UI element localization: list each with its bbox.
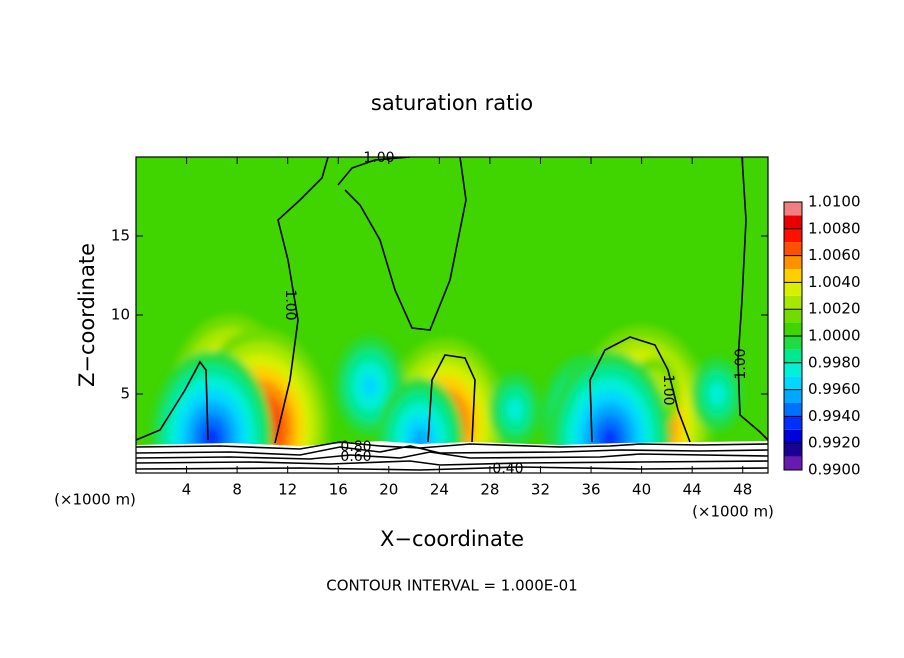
- ground: [136, 157, 768, 473]
- contour-line: [136, 441, 768, 450]
- colorbar-label: 0.9900: [808, 461, 861, 479]
- colorbar-label: 0.9960: [808, 380, 861, 398]
- field-level: [361, 374, 378, 398]
- colorbar-label: 1.0080: [808, 219, 861, 237]
- x-tick-label: 28: [480, 481, 499, 499]
- x-tick-label: 20: [379, 481, 398, 499]
- field-feature: [489, 373, 541, 447]
- x-axis-label: X−coordinate: [380, 527, 524, 551]
- field-level: [507, 398, 524, 422]
- contour-label: 1.00: [363, 150, 394, 166]
- x-tick-label: 36: [581, 481, 600, 499]
- colorbar-label: 1.0100: [808, 193, 861, 211]
- colorbar-swatch: [784, 416, 802, 430]
- colorbar-label: 1.0020: [808, 300, 861, 318]
- colorbar-label: 0.9980: [808, 353, 861, 371]
- field-feature: [549, 352, 671, 473]
- contour-line: [136, 451, 768, 460]
- x-unit-label: (×1000 m): [692, 503, 774, 521]
- contour-label: 0.60: [340, 449, 371, 465]
- colorbar-swatch: [784, 456, 802, 470]
- contour-label: 1.00: [733, 348, 749, 379]
- x-tick-label: 16: [329, 481, 348, 499]
- colorbar-swatch: [784, 202, 802, 216]
- colorbar-label: 1.0060: [808, 246, 861, 264]
- y-axis-label: Z−coordinate: [75, 243, 99, 387]
- contour-line: [737, 157, 768, 441]
- contour-line: [274, 157, 329, 444]
- x-tick-label: 44: [683, 481, 702, 499]
- colorbar-swatch: [784, 336, 802, 350]
- y-tick-label: 5: [120, 385, 130, 403]
- colorbar-swatch: [784, 309, 802, 323]
- field-feature: [151, 350, 273, 473]
- contour-line: [589, 336, 691, 443]
- x-unit-label: (×1000 m): [54, 491, 136, 509]
- contour-interval: CONTOUR INTERVAL = 1.000E-01: [326, 577, 577, 595]
- contour-line: [337, 157, 467, 331]
- contour-label: 0.40: [492, 461, 523, 477]
- colorbar-label: 1.0040: [808, 273, 861, 291]
- colorbar-swatch: [784, 429, 802, 444]
- contour-line: [136, 445, 768, 456]
- colorbar-swatch: [784, 282, 802, 296]
- colorbar-swatch: [784, 362, 802, 377]
- colorbar-swatch: [784, 403, 802, 417]
- colorbar-swatch: [784, 376, 802, 390]
- colorbar-swatch: [784, 349, 802, 363]
- y-tick-label: 10: [111, 306, 130, 324]
- colorbar-swatch: [784, 242, 802, 256]
- contour-label: 0.80: [340, 439, 371, 455]
- x-tick-label: 12: [278, 481, 297, 499]
- colorbar-label: 1.0000: [808, 327, 861, 345]
- x-tick-label: 24: [430, 481, 449, 499]
- contour-line: [136, 460, 768, 466]
- colorbar-swatch: [784, 255, 802, 269]
- contour-line: [136, 360, 209, 441]
- field-level: [709, 382, 726, 406]
- colorbar-swatch: [784, 389, 802, 403]
- x-tick-label: 48: [733, 481, 752, 499]
- colorbar-swatch: [784, 443, 802, 457]
- contour-line: [427, 354, 476, 443]
- contour-line: [136, 466, 768, 471]
- x-tick-label: 4: [182, 481, 192, 499]
- colorbar-label: 0.9920: [808, 434, 861, 452]
- colorbar-swatch: [784, 215, 802, 229]
- x-tick-label: 8: [232, 481, 242, 499]
- colorbar-swatch: [784, 228, 802, 243]
- colorbar-swatch: [784, 322, 802, 336]
- field-feature: [691, 357, 744, 431]
- contour-label: 1.00: [282, 289, 298, 320]
- colorbar-swatch: [784, 269, 802, 283]
- colorbar-label: 0.9940: [808, 407, 861, 425]
- x-tick-label: 32: [531, 481, 550, 499]
- chart-title: saturation ratio: [371, 91, 533, 115]
- x-tick-label: 40: [632, 481, 651, 499]
- colorbar-swatch: [784, 295, 802, 310]
- contour-label: 1.00: [660, 374, 676, 405]
- y-tick-label: 15: [111, 227, 130, 245]
